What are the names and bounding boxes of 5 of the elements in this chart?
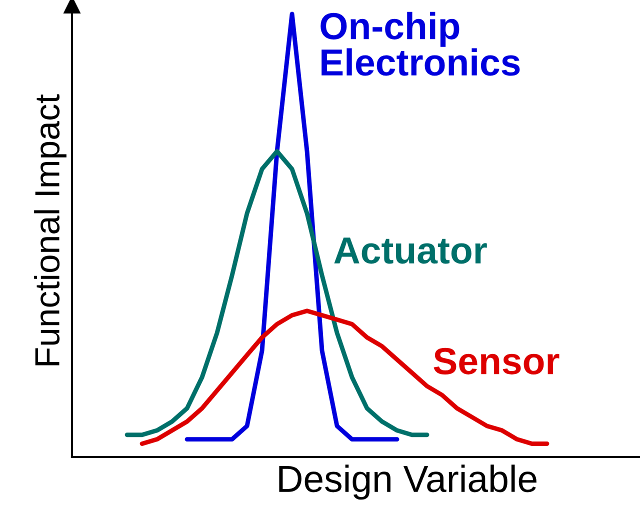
series-label: Sensor bbox=[434, 348, 560, 374]
series-label: Actuator bbox=[334, 238, 487, 264]
series-label: On-chip Electronics bbox=[320, 12, 520, 76]
y-axis-title: Functional Impact bbox=[34, 94, 66, 366]
x-axis-title: Design Variable bbox=[279, 464, 536, 500]
